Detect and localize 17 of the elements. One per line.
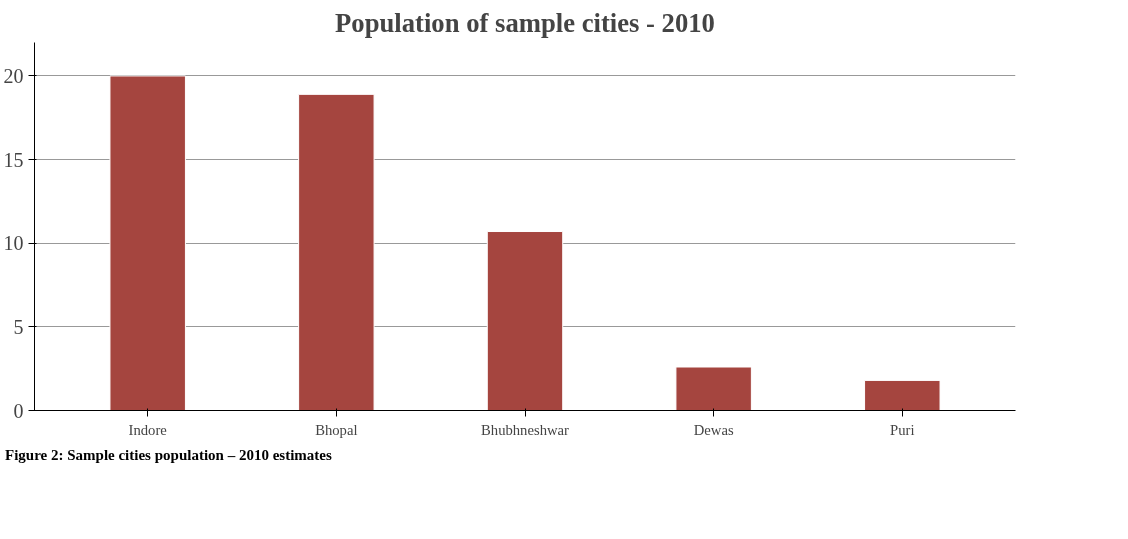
y-tick-label: 20 [3,64,24,87]
x-tick-label: Puri [890,421,915,438]
bar [486,231,564,411]
caption: Figure 2: Sample cities population – 2010 estimates [5,446,332,465]
y-tick-label: 15 [3,148,24,171]
y-tick-label: 0 [13,399,24,422]
chart-title: Population of sample cities - 2010 [335,7,715,38]
x-tick-label: Dewas [693,421,734,438]
bar [675,366,752,411]
y-tick-label: 10 [3,232,24,255]
x-tick-label: Bhopal [315,421,358,438]
bar [864,379,941,411]
bar [298,93,375,411]
x-tick-label: Indore [128,421,167,438]
x-tick-label: Bhubhneshwar [481,421,570,438]
y-tick-label: 5 [13,315,24,338]
bar [109,75,186,411]
